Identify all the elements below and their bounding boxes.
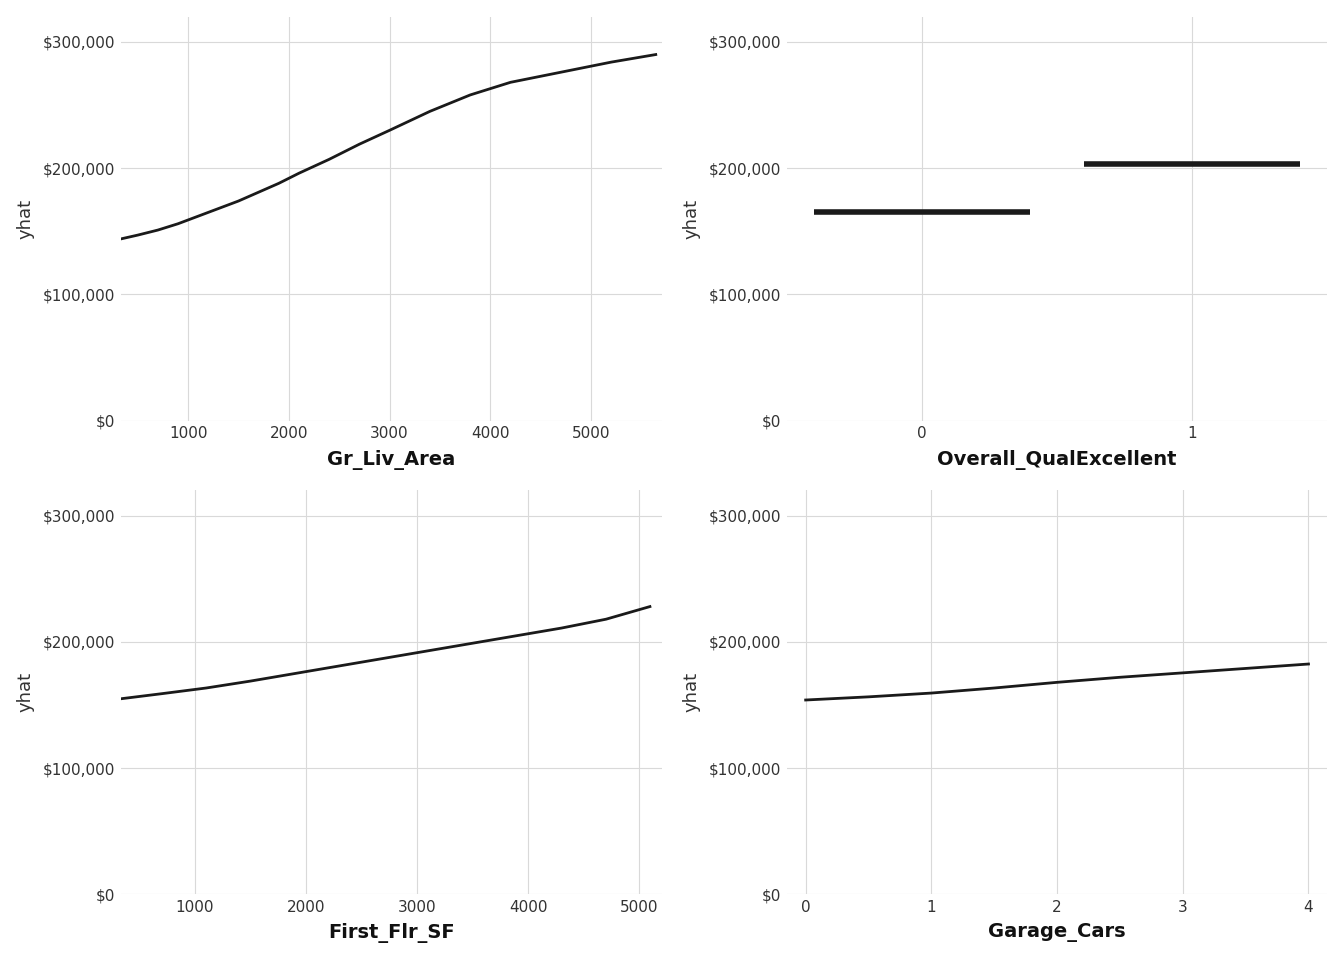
X-axis label: First_Flr_SF: First_Flr_SF <box>328 924 454 944</box>
X-axis label: Overall_QualExcellent: Overall_QualExcellent <box>937 449 1177 469</box>
X-axis label: Garage_Cars: Garage_Cars <box>988 924 1126 943</box>
Y-axis label: yhat: yhat <box>16 199 35 239</box>
Y-axis label: yhat: yhat <box>16 672 35 712</box>
Y-axis label: yhat: yhat <box>683 672 700 712</box>
X-axis label: Gr_Liv_Area: Gr_Liv_Area <box>327 449 456 469</box>
Y-axis label: yhat: yhat <box>683 199 700 239</box>
